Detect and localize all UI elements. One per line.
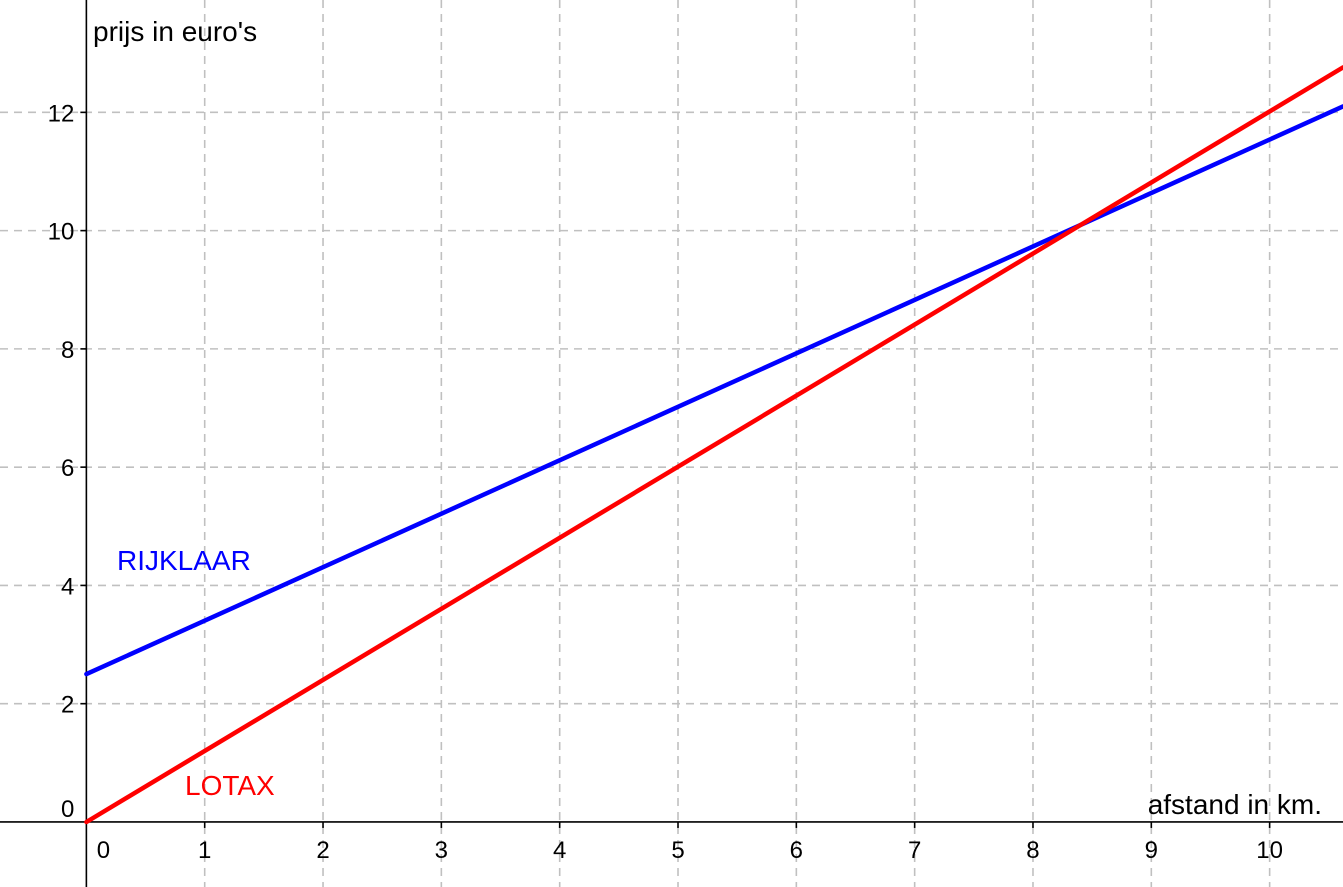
x-axis-label: afstand in km. [1148, 789, 1322, 820]
y-tick-label: 10 [48, 219, 75, 246]
x-tick-label: 2 [316, 837, 329, 864]
x-tick-label: 5 [671, 837, 684, 864]
y-tick-label: 2 [61, 692, 74, 719]
x-tick-label: 9 [1145, 837, 1158, 864]
y-tick-label: 0 [61, 796, 74, 823]
x-tick-label: 7 [908, 837, 921, 864]
y-tick-label: 12 [48, 100, 75, 127]
x-tick-label: 6 [790, 837, 803, 864]
series-line-lotax [84, 65, 1343, 825]
x-tick-label: 8 [1026, 837, 1039, 864]
y-tick-label: 8 [61, 337, 74, 364]
x-tick-label: 0 [97, 837, 110, 864]
series-lines [84, 65, 1343, 825]
series-label-lotax: LOTAX [185, 770, 275, 801]
y-tick-label: 4 [61, 573, 74, 600]
y-tick-label: 6 [61, 455, 74, 482]
x-tick-label: 10 [1256, 837, 1283, 864]
series-line-rijklaar [84, 104, 1343, 677]
x-tick-label: 3 [435, 837, 448, 864]
x-tick-label: 1 [198, 837, 211, 864]
series-label-rijklaar: RIJKLAAR [117, 545, 251, 576]
x-tick-label: 4 [553, 837, 566, 864]
y-axis-label: prijs in euro's [93, 16, 257, 47]
